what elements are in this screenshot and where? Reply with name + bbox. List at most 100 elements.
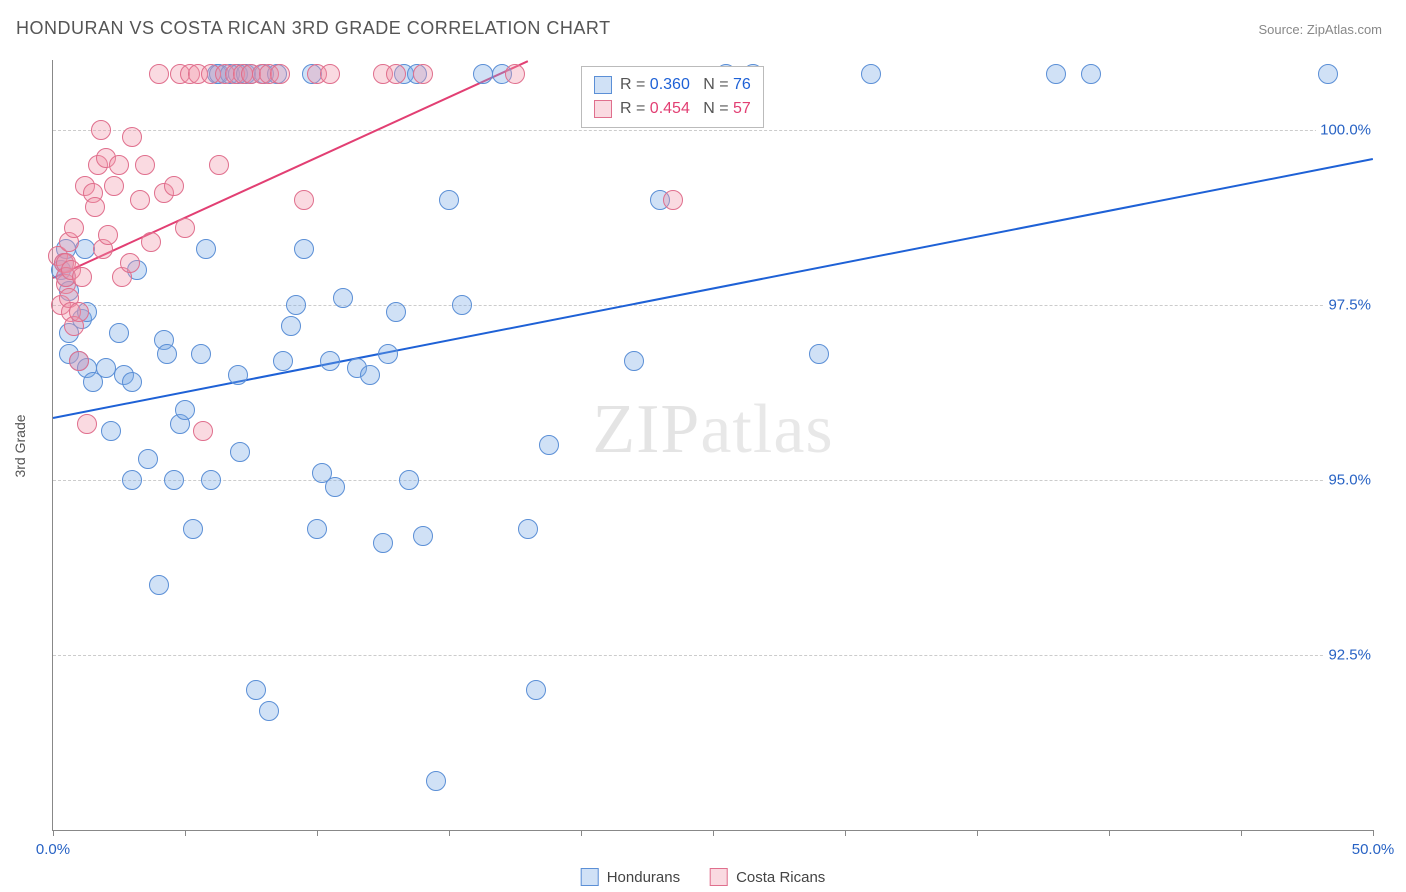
data-point xyxy=(122,127,142,147)
data-point xyxy=(209,155,229,175)
data-point xyxy=(320,351,340,371)
x-tick xyxy=(1373,830,1374,836)
data-point xyxy=(157,344,177,364)
bottom-legend: Hondurans Costa Ricans xyxy=(581,868,826,886)
data-point xyxy=(333,288,353,308)
data-point xyxy=(149,64,169,84)
data-point xyxy=(175,400,195,420)
data-point xyxy=(230,442,250,462)
data-point xyxy=(325,477,345,497)
data-point xyxy=(69,302,89,322)
data-point xyxy=(193,421,213,441)
data-point xyxy=(386,302,406,322)
trend-line xyxy=(53,158,1373,419)
data-point xyxy=(164,176,184,196)
grid-line xyxy=(53,305,1373,306)
data-point xyxy=(246,680,266,700)
grid-line xyxy=(53,655,1373,656)
data-point xyxy=(122,470,142,490)
data-point xyxy=(91,120,111,140)
data-point xyxy=(273,351,293,371)
data-point xyxy=(378,344,398,364)
y-tick-label: 95.0% xyxy=(1324,472,1375,489)
data-point xyxy=(518,519,538,539)
data-point xyxy=(505,64,525,84)
data-point xyxy=(1081,64,1101,84)
data-point xyxy=(526,680,546,700)
watermark-light: atlas xyxy=(700,391,833,468)
data-point xyxy=(109,323,129,343)
y-axis-title: 3rd Grade xyxy=(12,414,28,477)
data-point xyxy=(426,771,446,791)
data-point xyxy=(286,295,306,315)
data-point xyxy=(201,470,221,490)
data-point xyxy=(64,218,84,238)
data-point xyxy=(104,176,124,196)
data-point xyxy=(294,239,314,259)
grid-line xyxy=(53,480,1373,481)
data-point xyxy=(183,519,203,539)
data-point xyxy=(259,701,279,721)
data-point xyxy=(228,365,248,385)
bottom-legend-label: Hondurans xyxy=(607,869,680,886)
x-tick xyxy=(581,830,582,836)
data-point xyxy=(1318,64,1338,84)
legend-swatch xyxy=(594,100,612,118)
data-point xyxy=(473,64,493,84)
x-tick xyxy=(713,830,714,836)
legend-swatch xyxy=(710,868,728,886)
x-tick xyxy=(1241,830,1242,836)
stats-legend: R = 0.360 N = 76R = 0.454 N = 57 xyxy=(581,66,764,128)
x-tick xyxy=(53,830,54,836)
legend-swatch xyxy=(581,868,599,886)
data-point xyxy=(72,267,92,287)
stats-legend-text: R = 0.454 N = 57 xyxy=(620,97,751,121)
data-point xyxy=(413,64,433,84)
data-point xyxy=(149,575,169,595)
data-point xyxy=(85,197,105,217)
x-tick-label: 50.0% xyxy=(1352,841,1395,858)
data-point xyxy=(77,414,97,434)
data-point xyxy=(135,155,155,175)
data-point xyxy=(96,358,116,378)
bottom-legend-item: Hondurans xyxy=(581,868,680,886)
x-tick xyxy=(845,830,846,836)
data-point xyxy=(386,64,406,84)
y-tick-label: 92.5% xyxy=(1324,647,1375,664)
data-point xyxy=(191,344,211,364)
data-point xyxy=(1046,64,1066,84)
legend-swatch xyxy=(594,76,612,94)
data-point xyxy=(663,190,683,210)
chart-title: HONDURAN VS COSTA RICAN 3RD GRADE CORREL… xyxy=(16,18,611,39)
bottom-legend-item: Costa Ricans xyxy=(710,868,825,886)
x-tick-label: 0.0% xyxy=(36,841,70,858)
data-point xyxy=(320,64,340,84)
y-tick-label: 100.0% xyxy=(1316,122,1375,139)
data-point xyxy=(98,225,118,245)
watermark-bold: ZIP xyxy=(592,391,700,468)
stats-legend-text: R = 0.360 N = 76 xyxy=(620,73,751,97)
data-point xyxy=(101,421,121,441)
data-point xyxy=(861,64,881,84)
data-point xyxy=(122,372,142,392)
data-point xyxy=(138,449,158,469)
data-point xyxy=(69,351,89,371)
data-point xyxy=(294,190,314,210)
y-tick-label: 97.5% xyxy=(1324,297,1375,314)
source-label: Source: ZipAtlas.com xyxy=(1258,22,1382,37)
data-point xyxy=(452,295,472,315)
data-point xyxy=(109,155,129,175)
data-point xyxy=(175,218,195,238)
data-point xyxy=(307,519,327,539)
data-point xyxy=(373,533,393,553)
x-tick xyxy=(977,830,978,836)
grid-line xyxy=(53,130,1373,131)
data-point xyxy=(130,190,150,210)
data-point xyxy=(439,190,459,210)
x-tick xyxy=(449,830,450,836)
x-tick xyxy=(317,830,318,836)
data-point xyxy=(624,351,644,371)
x-tick xyxy=(1109,830,1110,836)
data-point xyxy=(399,470,419,490)
data-point xyxy=(270,64,290,84)
